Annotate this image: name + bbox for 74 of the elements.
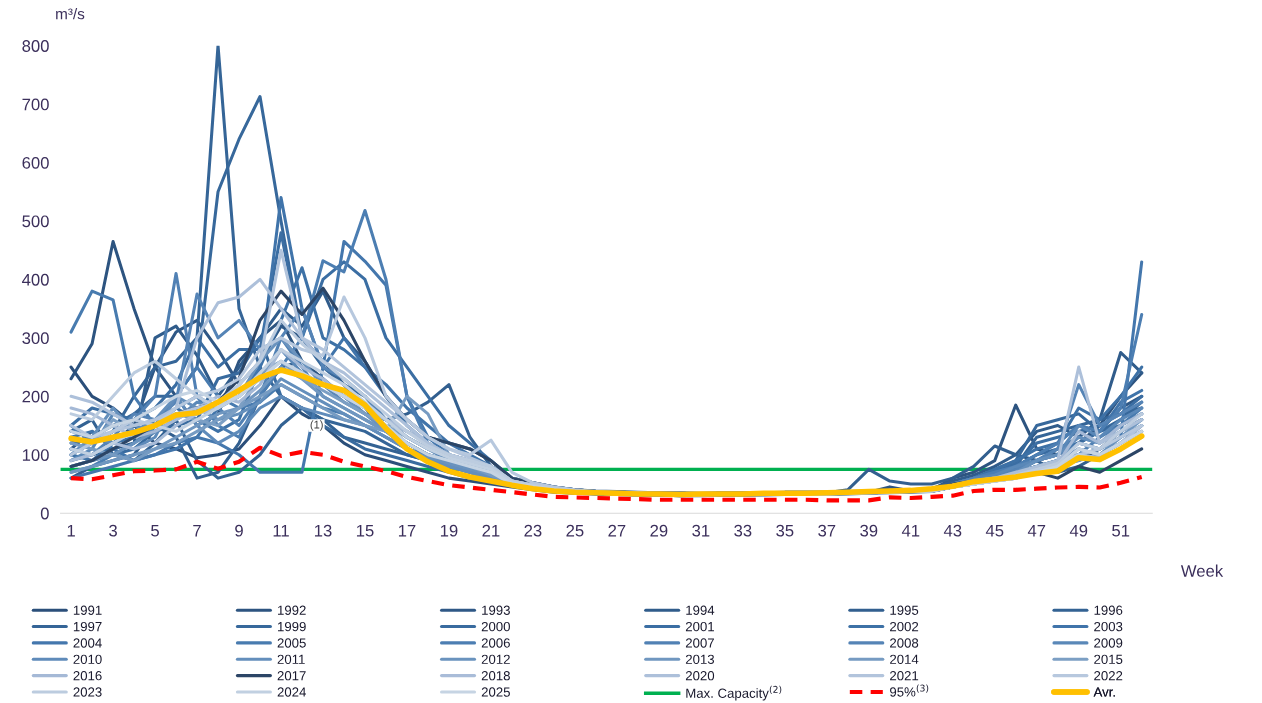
y-tick-label: 300 <box>22 332 49 345</box>
x-tick-label: 23 <box>524 524 542 537</box>
legend-label: 1993 <box>482 605 510 615</box>
legend-label: 2013 <box>685 654 715 664</box>
y-tick-label: 700 <box>22 98 49 111</box>
x-tick-label: 39 <box>860 524 878 537</box>
y-tick-label: 200 <box>22 390 49 403</box>
x-tick-label: 41 <box>901 524 920 537</box>
x-tick-label: 17 <box>398 524 416 537</box>
x-tick-label: 1 <box>67 524 75 537</box>
legend-label: 2017 <box>277 671 306 681</box>
legend-label: Max. Capacity$^{(2)}$ <box>686 685 782 701</box>
legend-label: 1994 <box>686 605 715 615</box>
legend-label: 2015 <box>1094 654 1123 664</box>
legend-label: 2000 <box>481 621 510 632</box>
x-axis-title: Week <box>1180 564 1224 577</box>
x-tick-label: 21 <box>482 524 500 537</box>
x-tick-label: 11 <box>273 524 289 537</box>
legend-label: Avr. <box>1093 687 1115 697</box>
legend-label: 2002 <box>890 621 919 632</box>
y-tick-label: 500 <box>22 215 49 228</box>
y-tick-label: 800 <box>22 40 49 52</box>
legend-label: 2023 <box>73 687 102 697</box>
x-tick-label: 3 <box>109 524 117 537</box>
legend-label: 1996 <box>1094 605 1123 615</box>
x-tick-label: 37 <box>818 524 836 537</box>
x-tick-label: 47 <box>1027 524 1046 537</box>
legend-label: 1991 <box>73 605 102 615</box>
legend-label: 2025 <box>481 687 510 697</box>
legend-label: 2006 <box>481 638 510 648</box>
x-tick-label: 7 <box>193 524 201 537</box>
x-tick-label: 49 <box>1069 524 1088 537</box>
x-tick-label: 27 <box>608 524 626 537</box>
legend-label: 2021 <box>890 671 919 681</box>
legend-label: 95%$^{(3)}$ <box>890 684 929 697</box>
legend-label: 2018 <box>481 671 510 681</box>
legend-label: 1999 <box>278 621 306 632</box>
x-tick-label: 5 <box>151 524 159 537</box>
legend-label: 2009 <box>1094 638 1123 648</box>
x-tick-label: 15 <box>356 524 374 537</box>
legend-label: 1995 <box>890 605 919 615</box>
x-tick-label: 33 <box>734 524 752 537</box>
x-tick-label: 31 <box>692 524 710 537</box>
y-tick-label: 400 <box>22 273 49 286</box>
x-tick-label: 43 <box>943 524 962 537</box>
legend-label: 2003 <box>1094 621 1123 632</box>
legend-label: 2024 <box>277 687 306 697</box>
legend-label: 2014 <box>890 654 919 664</box>
x-tick-label: 19 <box>440 524 458 537</box>
y-tick-label: 0 <box>40 507 49 520</box>
y-tick-label: 100 <box>22 449 49 461</box>
legend-label: 1997 <box>73 621 102 632</box>
legend-label: 2016 <box>73 671 102 681</box>
annotation: (1) <box>310 420 323 431</box>
y-tick-label: 600 <box>22 156 49 169</box>
x-tick-label: 9 <box>235 524 243 537</box>
x-tick-label: 29 <box>650 524 668 537</box>
legend-label: 2010 <box>73 654 102 664</box>
legend-label: 2022 <box>1094 671 1123 681</box>
legend-label: 2008 <box>890 638 919 648</box>
x-tick-label: 51 <box>1112 524 1130 537</box>
legend-label: 2001 <box>685 621 714 632</box>
x-tick-label: 35 <box>776 524 794 537</box>
legend-label: 2004 <box>73 638 102 648</box>
legend-label: 2011 <box>277 654 305 664</box>
legend-label: 2020 <box>685 671 715 681</box>
legend-label: 2005 <box>277 638 306 648</box>
legend-label: 2012 <box>481 654 510 664</box>
x-tick-label: 13 <box>314 524 332 537</box>
legend-label: 2007 <box>685 638 714 648</box>
x-tick-label: 25 <box>566 524 584 537</box>
legend-label: 1992 <box>278 605 306 615</box>
x-tick-label: 45 <box>985 524 1004 537</box>
y-axis-title: m³/s <box>56 8 85 20</box>
